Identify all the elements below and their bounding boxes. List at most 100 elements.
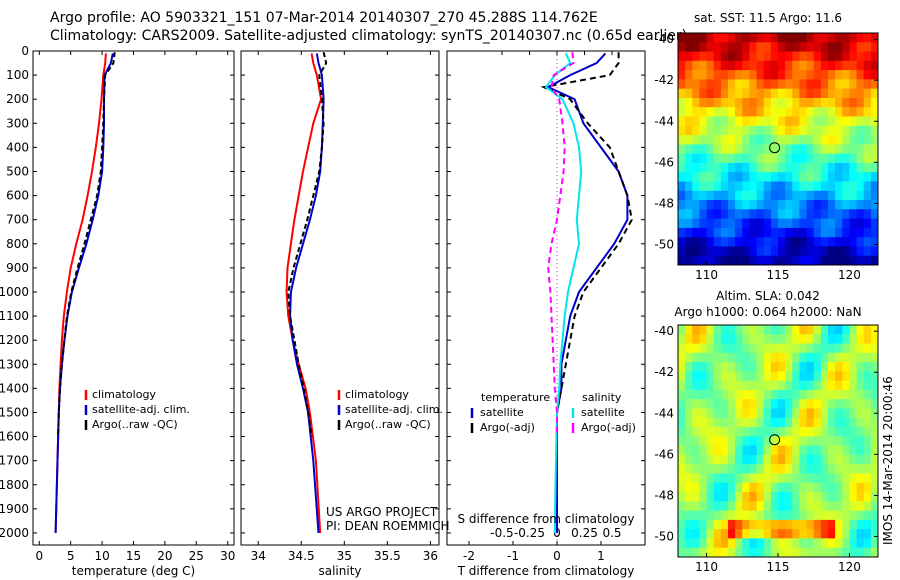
- map-cell: [706, 60, 715, 71]
- map-cell: [849, 417, 857, 428]
- map-cell: [799, 343, 807, 354]
- map-cell: [863, 352, 872, 363]
- x-tick-label: 34.5: [288, 549, 315, 563]
- x-tick-label: 5: [67, 549, 75, 563]
- map-cell: [863, 417, 872, 428]
- map-cell: [856, 390, 865, 400]
- map-cell: [799, 209, 807, 220]
- map-cell: [842, 417, 850, 428]
- map-cell: [856, 482, 865, 493]
- map-cell: [835, 42, 843, 53]
- map-cell: [742, 107, 750, 117]
- map-cell: [713, 454, 722, 465]
- map-cell: [778, 492, 786, 502]
- map-cell: [792, 343, 800, 354]
- map-cell: [713, 42, 722, 53]
- map-cell: [785, 98, 793, 108]
- map-cell: [742, 492, 750, 502]
- map-cell: [685, 209, 693, 220]
- map-cell: [828, 547, 836, 558]
- map-cell: [706, 417, 715, 428]
- map-cell: [863, 162, 872, 173]
- map-cell: [756, 125, 765, 136]
- map-cell: [770, 79, 779, 90]
- map-cell: [699, 144, 707, 155]
- map-cell: [799, 116, 807, 127]
- map-cell: [870, 334, 879, 345]
- map-cell: [756, 181, 765, 192]
- map-cell: [699, 454, 707, 465]
- map-cell: [806, 135, 815, 145]
- map-cell: [828, 135, 836, 145]
- map-cell: [706, 218, 715, 229]
- map-cell: [778, 417, 786, 428]
- map-cell: [863, 492, 872, 502]
- map-cell: [828, 325, 836, 335]
- map-cell: [720, 70, 729, 80]
- map-cell: [820, 334, 829, 345]
- map-cell: [699, 200, 707, 210]
- map-cell: [685, 79, 693, 90]
- map-cell: [870, 255, 879, 266]
- map-cell: [778, 473, 786, 484]
- map-cell: [842, 362, 850, 372]
- map-cell: [770, 51, 779, 62]
- map-cell: [813, 538, 822, 549]
- map-cell: [870, 529, 879, 539]
- map-cell: [842, 427, 850, 437]
- map-cell: [713, 371, 722, 382]
- map-cell: [699, 325, 707, 335]
- map-cell: [863, 60, 872, 71]
- map-cell: [778, 427, 786, 437]
- map-cell: [863, 153, 872, 164]
- map-cell: [856, 399, 865, 409]
- map-cell: [820, 417, 829, 428]
- map-cell: [742, 529, 750, 539]
- map-cell: [720, 417, 729, 428]
- map-cell: [706, 51, 715, 62]
- map-cell: [813, 107, 822, 117]
- map-cell: [749, 42, 757, 53]
- map-cell: [685, 162, 693, 173]
- map-cell: [728, 255, 736, 266]
- legend-header: salinity: [582, 391, 622, 404]
- x-tick-label: 34: [251, 549, 266, 563]
- map-cell: [778, 255, 786, 266]
- map-cell: [799, 473, 807, 484]
- depth-tick-label: 1500: [0, 405, 29, 419]
- map-cell: [706, 371, 715, 382]
- map-cell: [735, 116, 743, 127]
- map-cell: [849, 371, 857, 382]
- map-cell: [685, 510, 693, 521]
- map-cell: [870, 464, 879, 474]
- map-cell: [735, 352, 743, 363]
- map-cell: [742, 60, 750, 71]
- map-cell: [763, 227, 772, 238]
- map-cell: [806, 42, 815, 53]
- map-cell: [863, 190, 872, 201]
- map-cell: [728, 227, 736, 238]
- map-cell: [842, 547, 850, 558]
- map-cell: [713, 181, 722, 192]
- map-cell: [720, 454, 729, 465]
- map-cell: [720, 255, 729, 266]
- map-cell: [806, 98, 815, 108]
- map-cell: [749, 153, 757, 164]
- map-cell: [735, 417, 743, 428]
- map-cell: [856, 209, 865, 220]
- map-cell: [813, 380, 822, 391]
- map-cell: [842, 218, 850, 229]
- map-cell: [678, 60, 686, 71]
- map-cell: [835, 454, 843, 465]
- map-cell: [778, 237, 786, 247]
- map-cell: [678, 325, 686, 335]
- map-cell: [842, 88, 850, 99]
- map-cell: [870, 181, 879, 192]
- map-cell: [685, 190, 693, 201]
- map-cell: [806, 417, 815, 428]
- map-cell: [770, 529, 779, 539]
- map-cell: [756, 371, 765, 382]
- map-cell: [806, 172, 815, 182]
- map-cell: [763, 519, 772, 530]
- map-cell: [813, 162, 822, 173]
